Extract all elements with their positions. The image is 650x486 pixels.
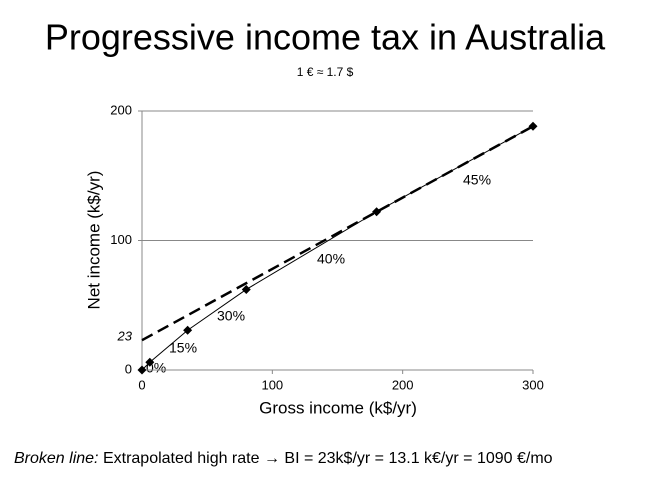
dashed-line [141, 125, 534, 342]
rate-annotation: 15% [169, 340, 197, 356]
marker [183, 325, 193, 335]
note-text: Extrapolated high rate → BI = 23k$/yr = … [103, 450, 553, 467]
intercept-label: 23 [117, 329, 133, 344]
x-tick-label: 200 [392, 377, 414, 392]
x-tick-label: 100 [261, 377, 283, 392]
chart-subtitle: 1 € ≈ 1.7 $ [297, 65, 354, 79]
rate-annotation: 45% [463, 172, 491, 188]
rate-annotation: 40% [317, 251, 345, 267]
rate-annotation: 30% [217, 308, 245, 324]
x-tick-label: 0 [138, 377, 145, 392]
note-label: Broken line: [14, 450, 99, 467]
y-tick-label: 200 [110, 102, 132, 117]
marker [137, 365, 147, 375]
x-tick-label: 300 [522, 377, 544, 392]
note: Broken line: Extrapolated high rate → BI… [14, 450, 553, 467]
marker [145, 357, 155, 367]
marker [528, 121, 538, 131]
y-tick-label: 100 [110, 232, 132, 247]
y-axis-label: Net income (k$/yr) [84, 171, 103, 310]
marker [241, 284, 251, 294]
chart-title: Progressive income tax in Australia [45, 17, 606, 58]
y-tick-label: 0 [125, 361, 132, 376]
x-axis-label: Gross income (k$/yr) [259, 398, 417, 417]
